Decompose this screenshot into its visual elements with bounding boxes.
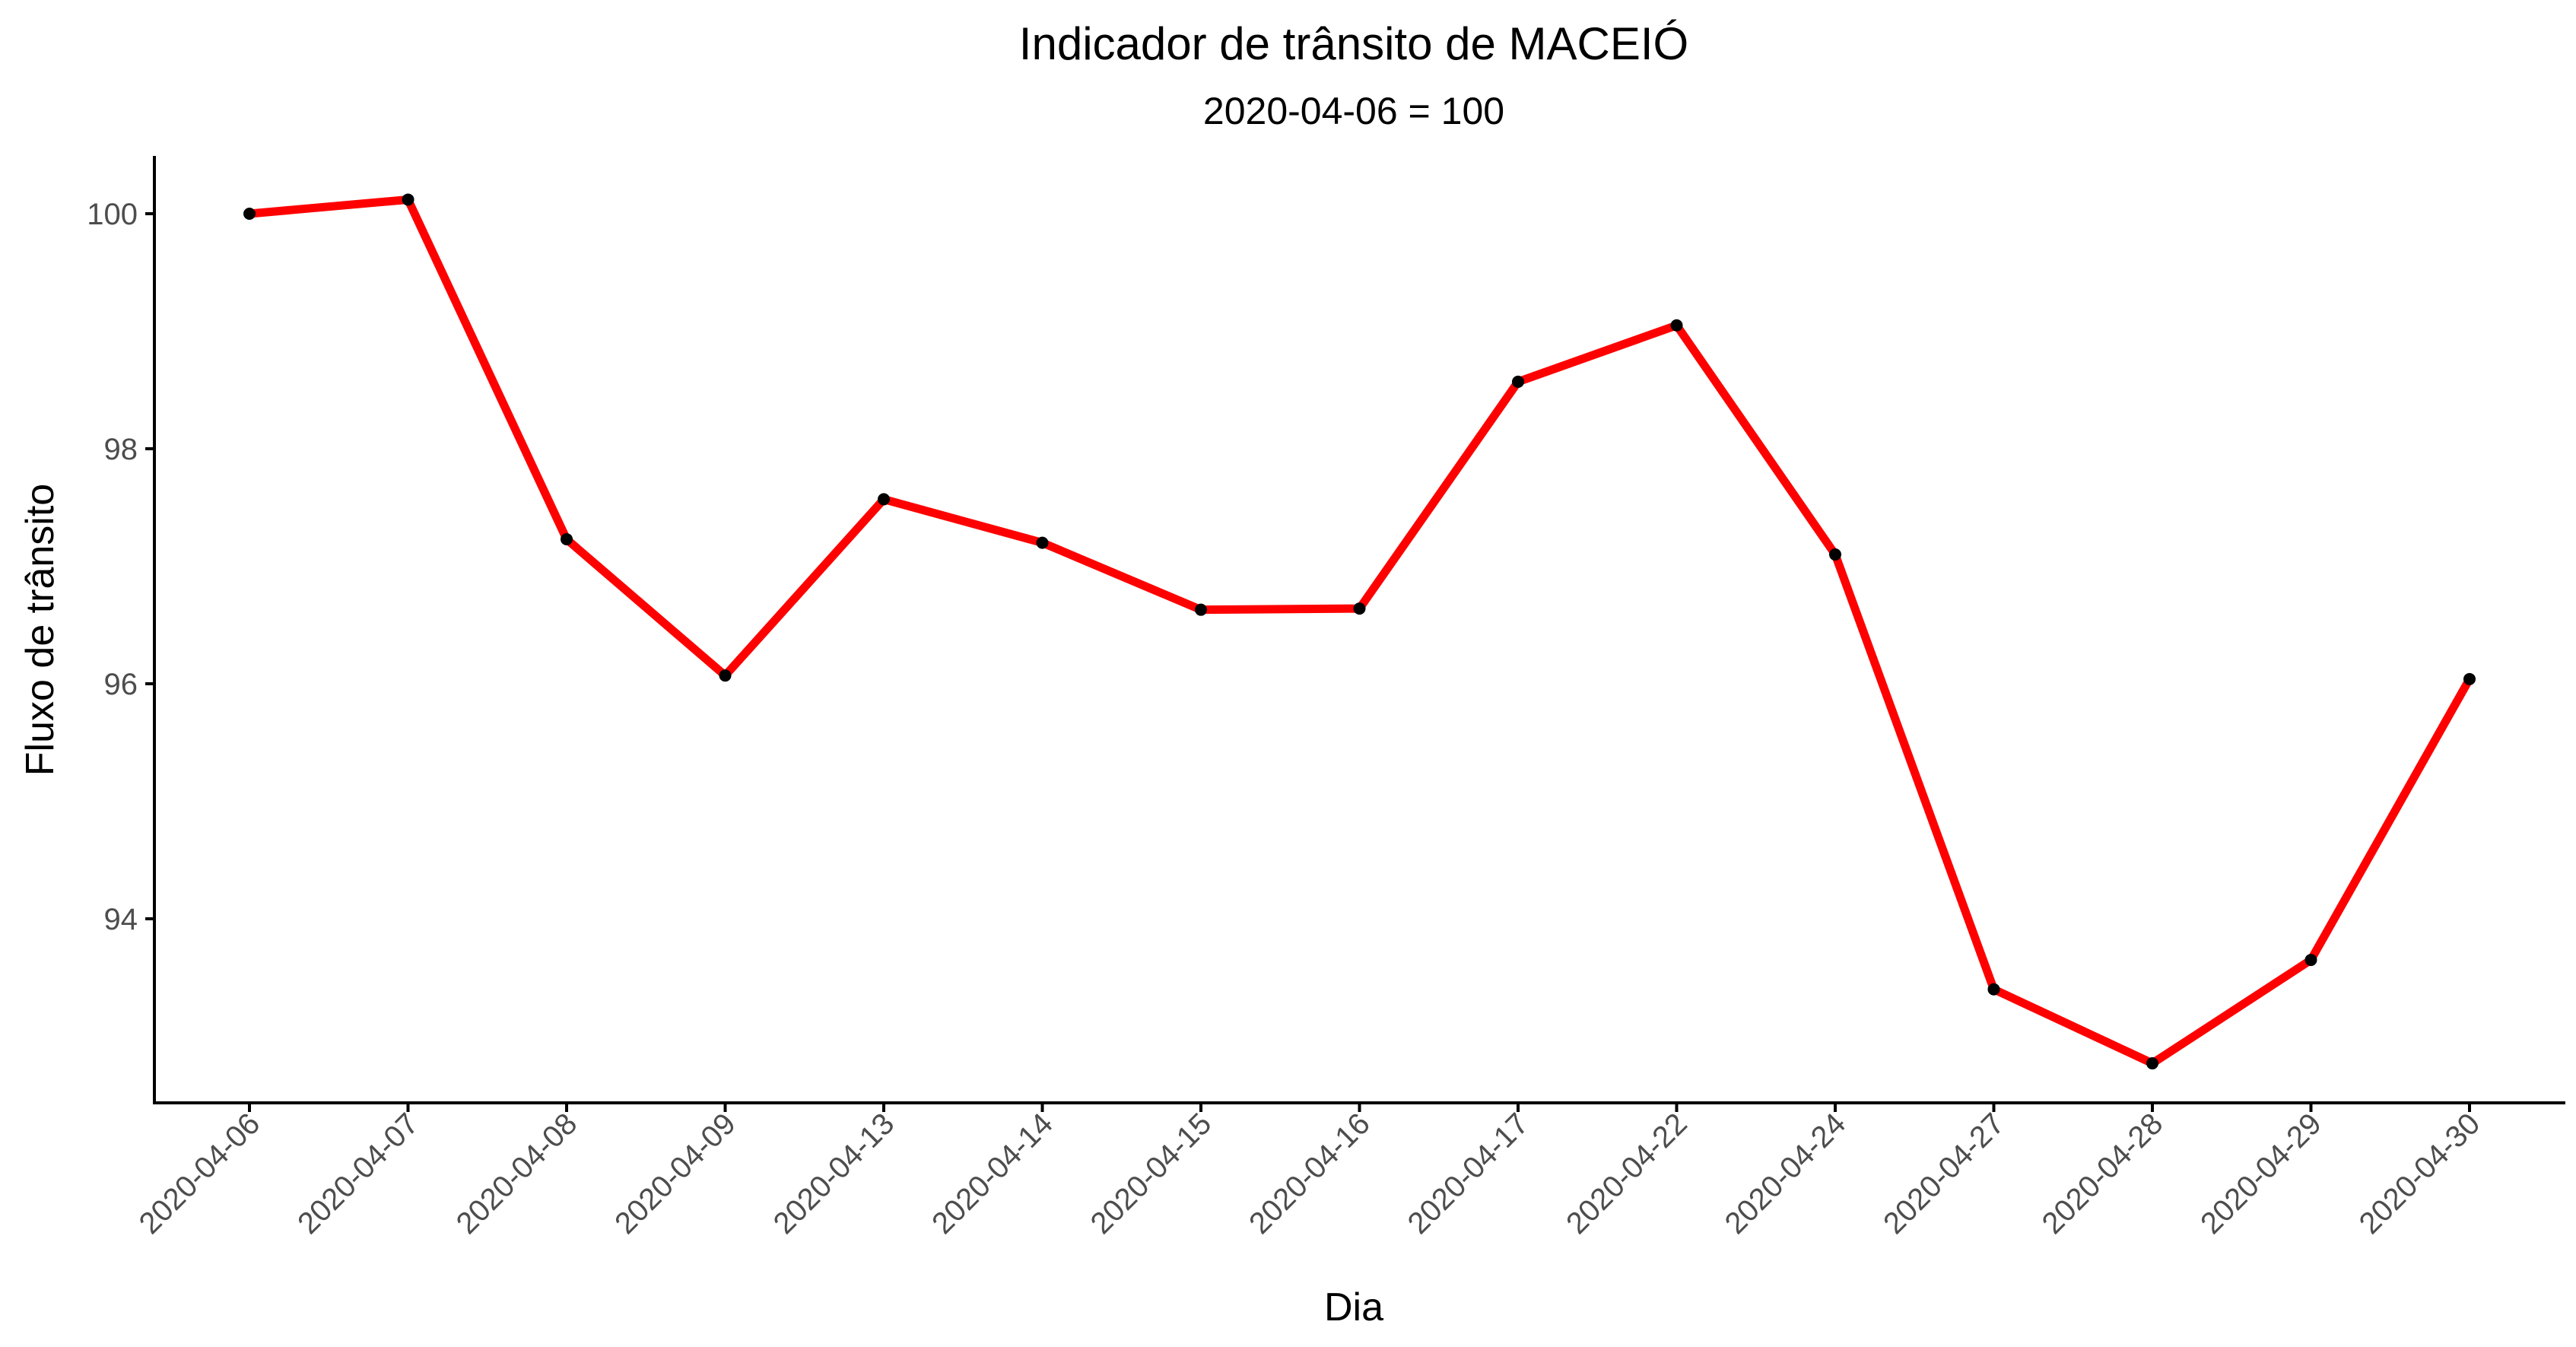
- x-tick-label: 2020-04-14: [926, 1107, 1059, 1241]
- x-tick-label: 2020-04-22: [1560, 1107, 1694, 1241]
- data-point: [2146, 1057, 2158, 1070]
- y-tick-label: 100: [87, 198, 138, 231]
- data-point: [1036, 536, 1049, 549]
- data-point: [1353, 602, 1366, 615]
- y-axis-title: Fluxo de trânsito: [18, 484, 62, 776]
- y-tick-label: 98: [104, 433, 138, 466]
- x-tick-label: 2020-04-29: [2194, 1107, 2328, 1241]
- x-tick-label: 2020-04-15: [1085, 1107, 1218, 1241]
- chart-subtitle: 2020-04-06 = 100: [1203, 90, 1504, 132]
- data-point: [1829, 548, 1841, 561]
- x-tick-label: 2020-04-27: [1877, 1107, 2011, 1241]
- series-line: [249, 195, 2473, 1068]
- chart-title: Indicador de trânsito de MACEIÓ: [1019, 18, 1688, 69]
- x-tick-label: 2020-04-13: [767, 1107, 901, 1241]
- x-tick-label: 2020-04-09: [608, 1107, 742, 1241]
- data-point: [1195, 603, 1207, 616]
- y-tick-label: 94: [104, 903, 138, 936]
- data-point: [1512, 375, 1524, 388]
- y-tick-label: 96: [104, 668, 138, 701]
- x-tick-label: 2020-04-06: [133, 1107, 267, 1241]
- data-point: [243, 208, 256, 220]
- x-tick-label: 2020-04-28: [2036, 1107, 2170, 1241]
- x-tick-label: 2020-04-24: [1719, 1107, 1853, 1241]
- data-point: [402, 193, 415, 206]
- x-tick-label: 2020-04-17: [1402, 1107, 1536, 1241]
- x-tick-label: 2020-04-07: [291, 1107, 425, 1241]
- data-point: [719, 669, 732, 682]
- x-tick-label: 2020-04-08: [450, 1107, 584, 1241]
- x-tick-label: 2020-04-16: [1243, 1107, 1377, 1241]
- data-point: [561, 532, 573, 545]
- data-point: [878, 493, 890, 506]
- data-point: [2463, 672, 2476, 685]
- data-point: [1987, 983, 2000, 996]
- x-axis-title: Dia: [1324, 1285, 1383, 1330]
- data-point: [1670, 319, 1683, 332]
- x-tick-label: 2020-04-30: [2353, 1107, 2487, 1241]
- data-point: [2304, 954, 2317, 967]
